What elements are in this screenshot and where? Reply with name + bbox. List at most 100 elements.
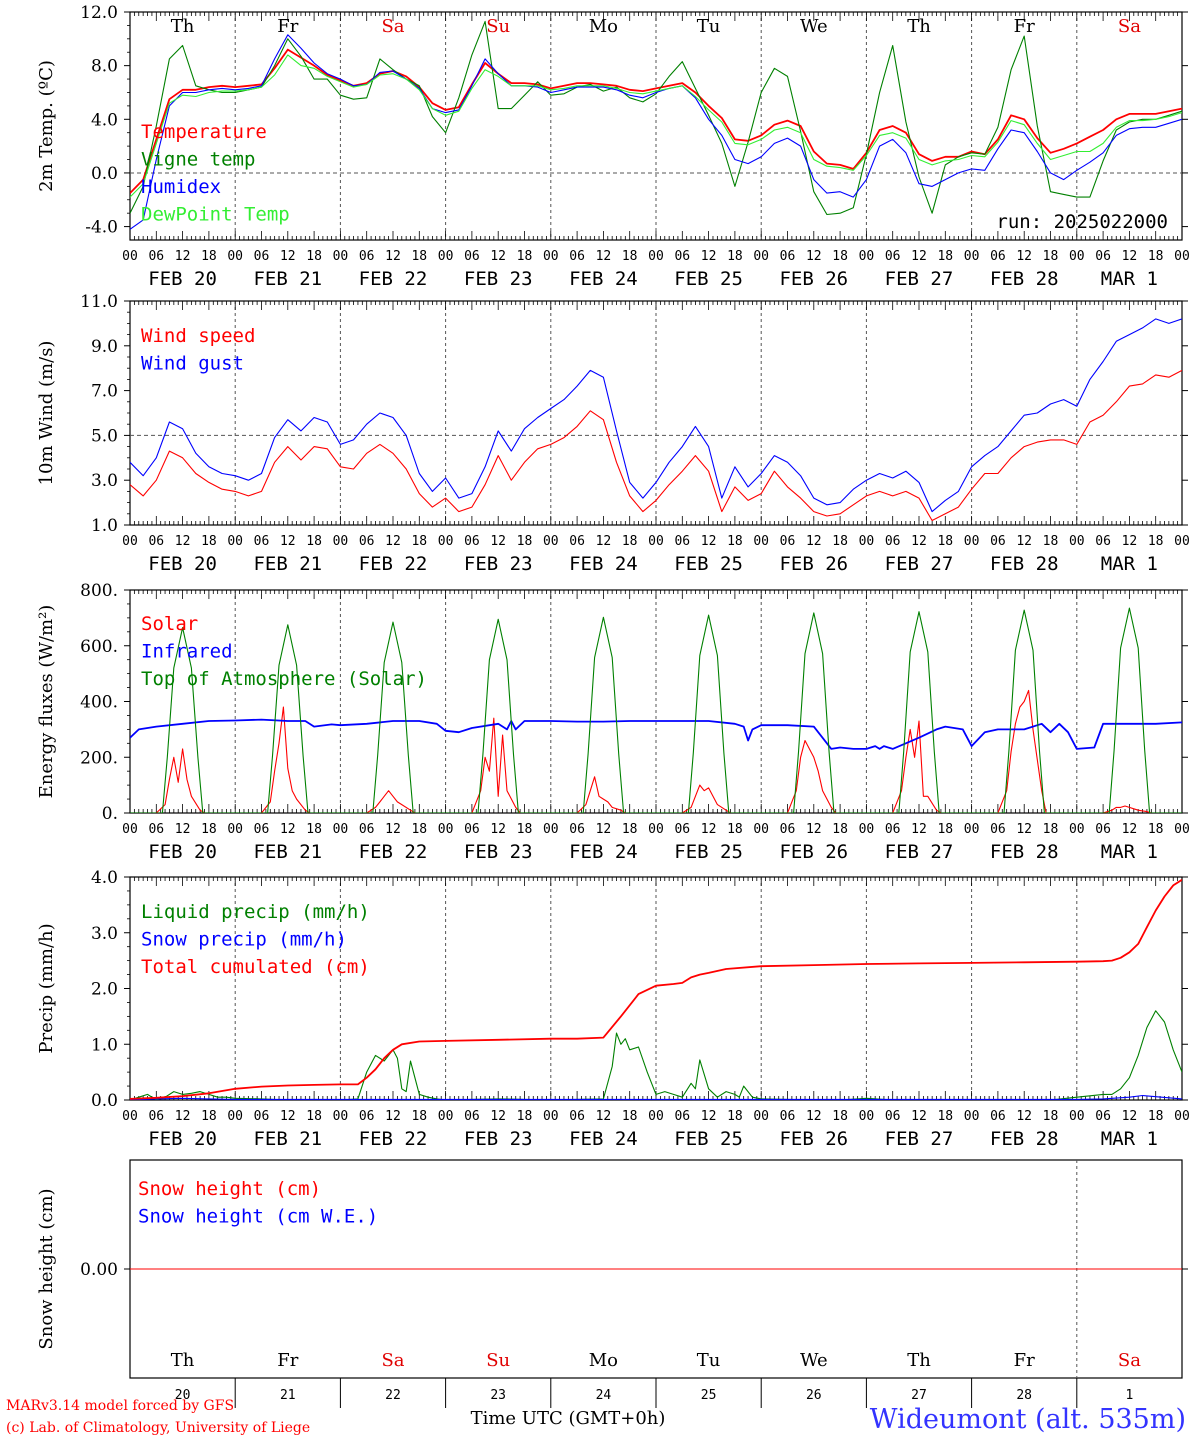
weekday-label: Sa [381,16,404,37]
hour-tick-label: 06 [1095,822,1111,837]
date-label: MAR 1 [1101,1128,1158,1150]
hour-tick-label: 18 [201,534,217,549]
hour-tick-label: 18 [727,1109,743,1124]
weekday-label: Fr [277,1350,298,1371]
hour-tick-label: 00 [859,249,875,264]
series-group [130,607,1182,813]
hour-tick-label: 06 [990,1109,1006,1124]
panel-3: 800. 600. 400. 200. 0. Energy fluxes (W/m²) 00… [36,581,1190,863]
hour-tick-label: 12 [596,534,612,549]
hour-tick-label: 12 [701,534,717,549]
series-line-wind-gust [130,318,1182,513]
hour-tick-label: 06 [464,534,480,549]
hour-tick-label: 18 [937,822,953,837]
hour-tick-label: 12 [1016,534,1032,549]
day-number-label: 25 [701,1388,717,1403]
hour-tick-label: 00 [227,249,243,264]
y-tick-label: 400. [80,693,118,713]
y-tick-label: 7.0 [91,382,118,402]
hour-tick-label: 18 [1043,249,1059,264]
date-label: FEB 21 [253,1128,322,1150]
hour-tick-label: 00 [438,1109,454,1124]
hour-tick-label: 12 [490,822,506,837]
y-tick-label: 4.0 [91,868,118,888]
date-label: FEB 22 [359,1128,428,1150]
hour-tick-label: 12 [806,249,822,264]
y-tick-label: 12.0 [80,3,118,23]
hour-tick-label: 06 [780,1109,796,1124]
y-tick-label: 3.0 [91,924,118,944]
weekday-label: Fr [1014,16,1035,37]
hour-tick-label: 00 [1174,822,1190,837]
hour-tick-label: 12 [175,534,191,549]
date-label: FEB 27 [885,841,954,863]
hour-tick-label: 06 [674,534,690,549]
hour-tick-label: 12 [1122,534,1138,549]
hour-tick-label: 12 [1122,1109,1138,1124]
y-tick-label: 2.0 [91,980,118,1000]
date-label: FEB 23 [464,553,533,575]
hour-tick-label: 00 [122,249,138,264]
hour-tick-label: 00 [1069,534,1085,549]
weekday-label: Tu [697,1350,721,1371]
hour-tick-label: 18 [727,249,743,264]
station-name: Wideumont (alt. 535m) [870,1404,1186,1435]
hour-tick-label: 06 [254,1109,270,1124]
series-line-snow-precip-mm-h- [130,1094,1182,1100]
hour-tick-label: 06 [674,822,690,837]
hour-tick-label: 00 [859,822,875,837]
date-label: FEB 25 [674,1128,743,1150]
hour-tick-label: 18 [937,249,953,264]
hour-tick-label: 12 [1122,249,1138,264]
hour-tick-label: 00 [648,1109,664,1124]
legend-entry: Wind speed [141,325,255,347]
date-label: FEB 20 [148,553,217,575]
hour-tick-label: 06 [359,822,375,837]
weekday-label: Tu [697,16,721,37]
hour-tick-label: 00 [1069,249,1085,264]
hour-tick-label: 00 [333,534,349,549]
hour-tick-label: 06 [569,534,585,549]
x-axis-title: Time UTC (GMT+0h) [471,1408,666,1429]
hour-tick-label: 06 [254,249,270,264]
panels: 12.08.04.00.0-4.02m Temp. (ºC)00 06 12 18FE… [36,3,1190,1408]
date-label: FEB 28 [990,268,1059,290]
weekday-label: Th [171,1350,195,1371]
hour-tick-label: 18 [622,249,638,264]
weekday-label: Mo [589,1350,618,1371]
date-label: FEB 28 [990,841,1059,863]
date-label: MAR 1 [1101,553,1158,575]
hour-tick-label: 00 [648,534,664,549]
hour-tick-label: 18 [832,249,848,264]
hour-tick-label: 18 [1043,822,1059,837]
y-axis-title: 10m Wind (m/s) [36,341,57,486]
hour-tick-label: 18 [1148,822,1164,837]
hour-tick-label: 12 [701,822,717,837]
hour-tick-label: 12 [596,822,612,837]
hour-tick-label: 18 [201,249,217,264]
hour-tick-label: 12 [175,249,191,264]
date-label: FEB 21 [253,268,322,290]
hour-tick-label: 18 [622,1109,638,1124]
legend-entry: Vigne temp [141,149,255,171]
series-line-top-of-atmosphere-solar- [130,607,1182,813]
hour-tick-label: 06 [674,1109,690,1124]
day-number-label: 21 [280,1388,296,1403]
hour-tick-label: 12 [806,534,822,549]
hour-tick-label: 18 [306,249,322,264]
hour-tick-label: 00 [227,822,243,837]
hour-tick-label: 06 [780,249,796,264]
y-tick-label: 4.0 [91,110,118,130]
hour-tick-label: 00 [438,534,454,549]
legend-entry: Solar [141,613,198,635]
series-line-dewpoint-temp [130,54,1182,198]
hour-tick-label: 00 [438,822,454,837]
copyright-credit: (c) Lab. of Climatology, University of L… [6,1420,310,1436]
hour-tick-label: 00 [543,249,559,264]
hour-tick-label: 06 [885,534,901,549]
hour-tick-label: 06 [780,534,796,549]
hour-tick-label: 18 [832,822,848,837]
hour-tick-label: 18 [306,822,322,837]
hour-tick-label: 18 [201,822,217,837]
hour-tick-label: 06 [148,822,164,837]
